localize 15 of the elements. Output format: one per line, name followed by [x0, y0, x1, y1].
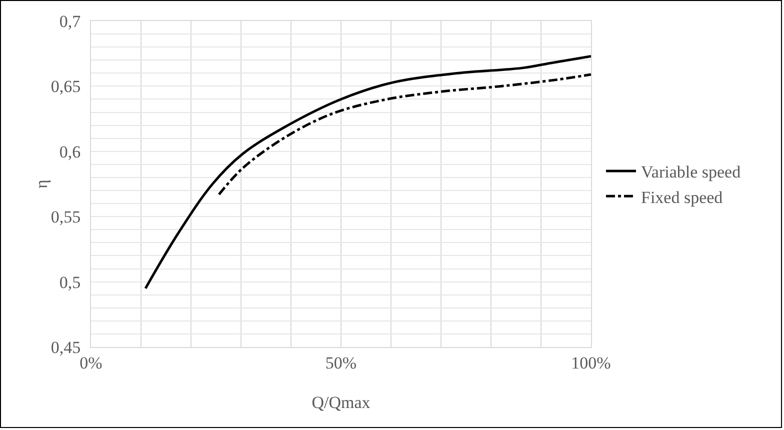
y-tick-label: 0,45	[50, 338, 81, 357]
line-series	[144, 54, 591, 290]
x-tick-label: 50%	[325, 353, 357, 372]
y-tick-label: 0,55	[50, 208, 81, 227]
y-axis-title: η	[32, 180, 51, 188]
x-tick-label: 100%	[571, 353, 611, 372]
y-tick-label: 0,5	[59, 272, 81, 292]
legend-label: Fixed speed	[641, 188, 724, 207]
line-series	[218, 73, 591, 196]
y-tick-label: 0,6	[59, 142, 81, 162]
x-axis-title: Q/Qmax	[312, 393, 371, 412]
y-tick-label: 0,65	[50, 77, 81, 96]
legend-label: Variable speed	[641, 162, 742, 182]
y-tick-label: 0,7	[59, 12, 82, 31]
x-tick-label: 0%	[80, 353, 102, 372]
